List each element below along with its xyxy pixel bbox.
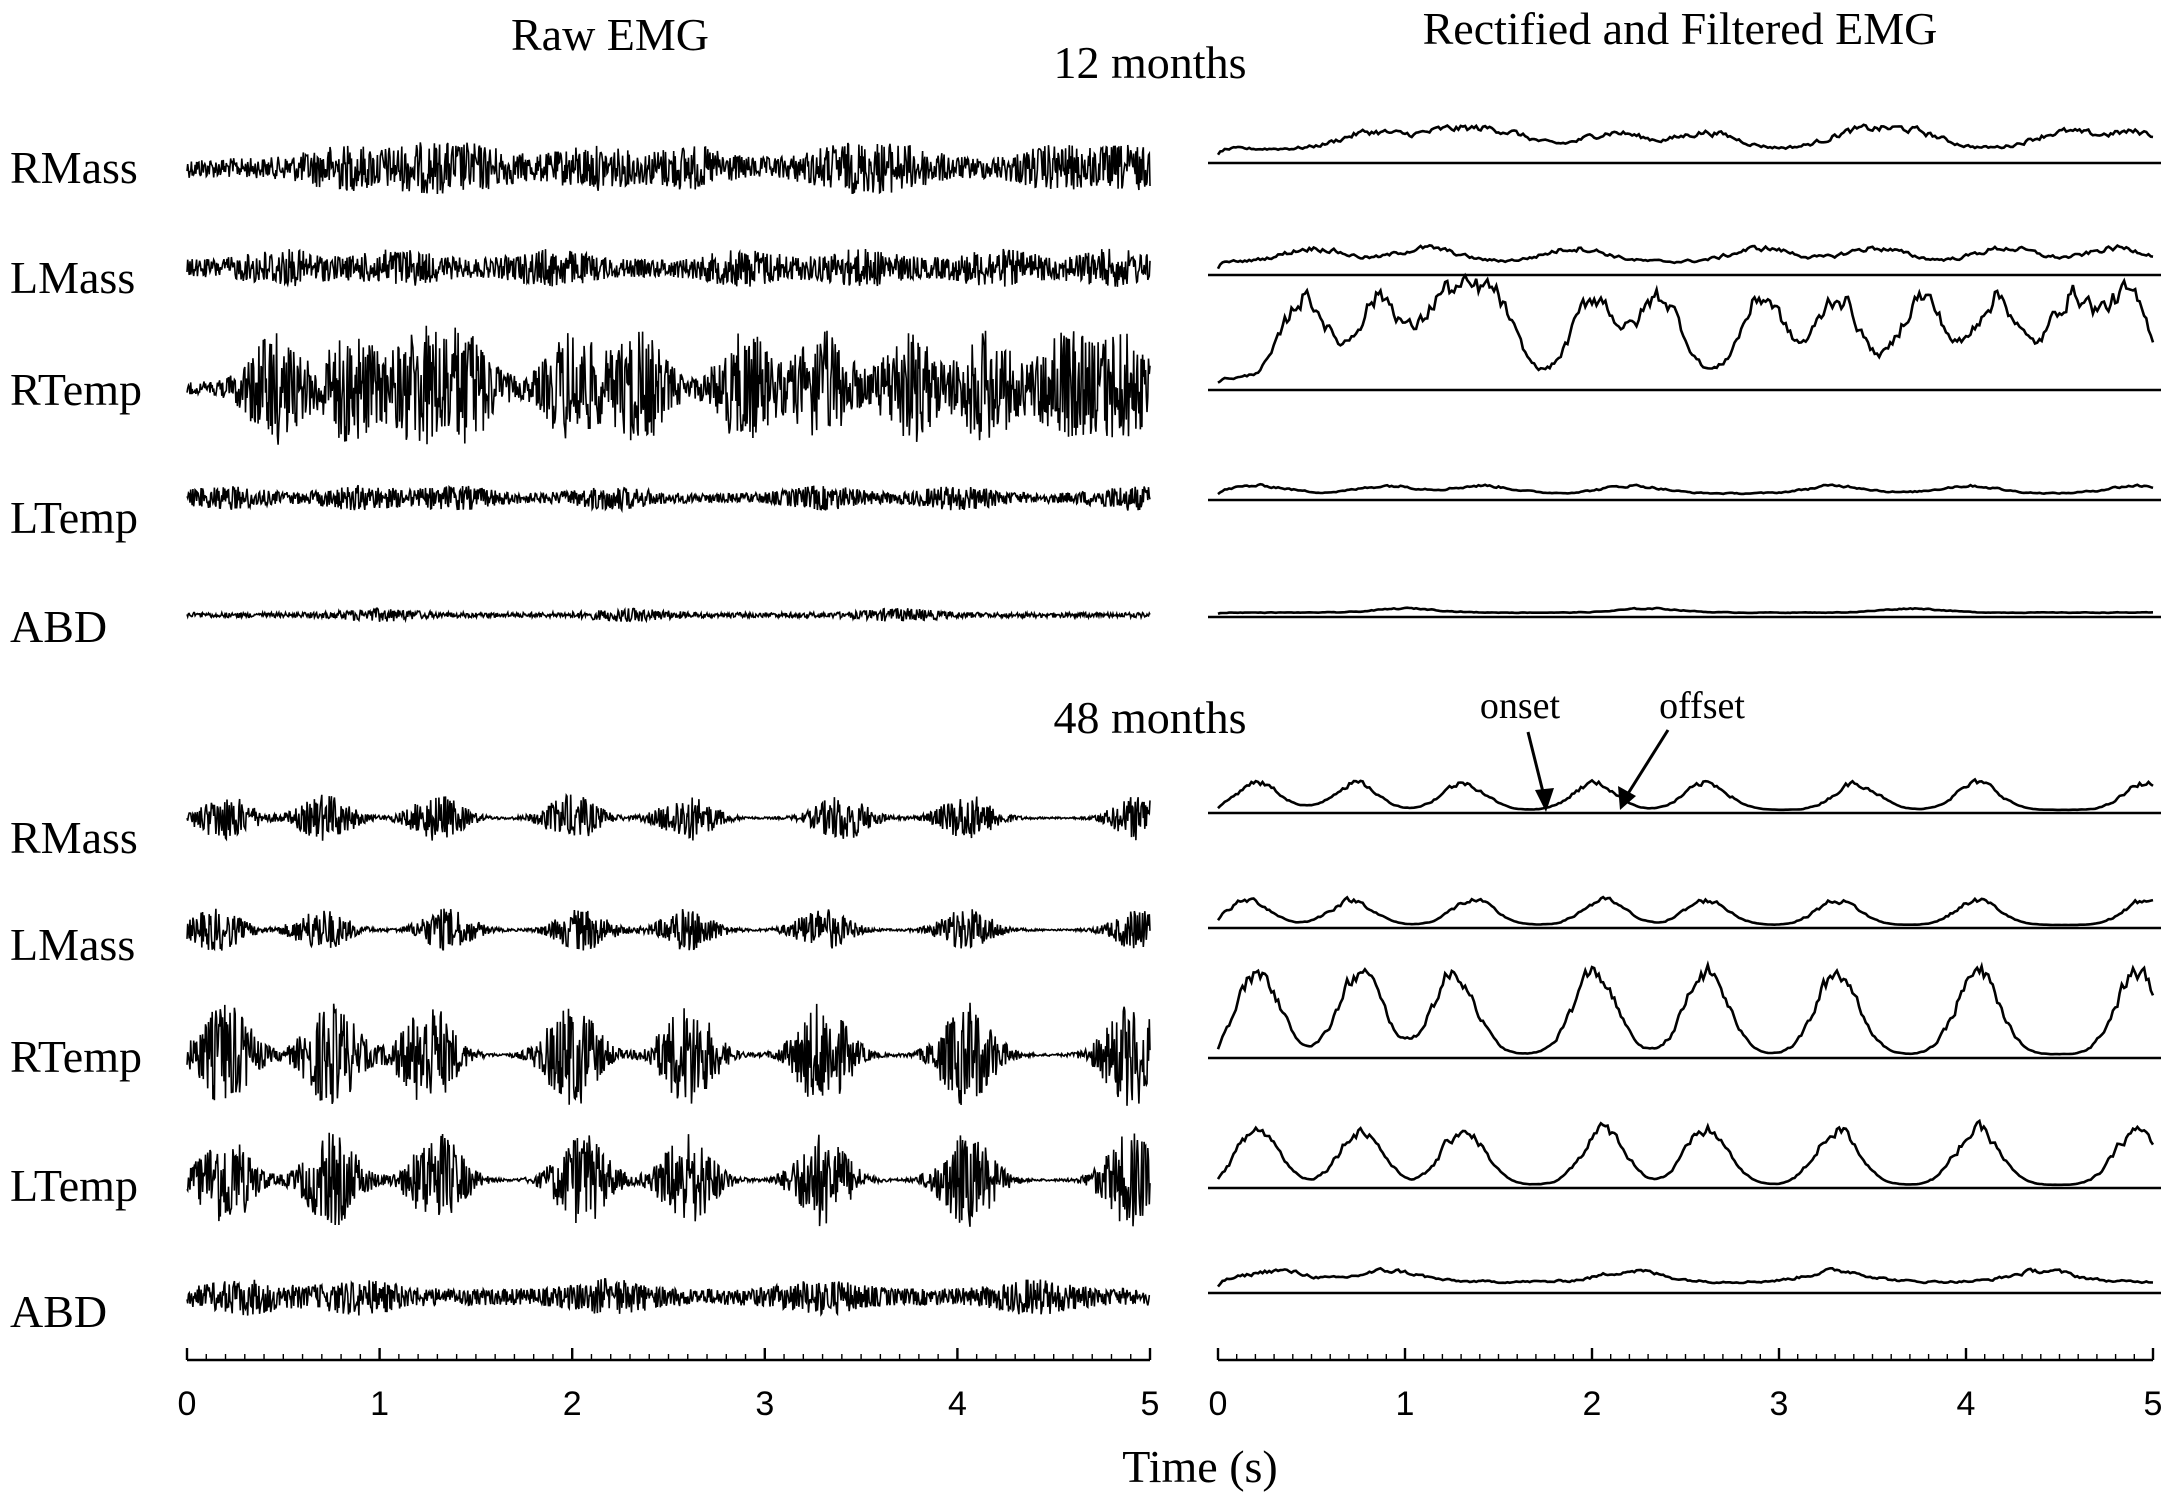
filtered-time-tick-label: 4 [1957,1385,1976,1423]
filtered-time-tick-label: 5 [2144,1385,2163,1423]
raw-time-tick-label: 5 [1141,1385,1160,1423]
filtered-emg-trace-48-months-abd [1216,1266,2154,1288]
channel-label-48m-lmass: LMass [10,919,135,970]
filtered-time-tick-label: 1 [1396,1385,1415,1423]
raw-emg-title: Raw EMG [511,9,709,60]
annotation-offset-label: offset [1659,685,1745,727]
channel-label-12m-ltemp: LTemp [10,492,138,543]
offset-arrowhead [1618,786,1636,810]
group-title-12-months: 12 months [1054,37,1247,88]
time-axes: 0 1 2 3 4 5 0 1 2 3 4 5 [178,1348,2163,1423]
filtered-emg-trace-48-months-rtemp [1216,960,2155,1056]
annotation-onset-label: onset [1480,685,1561,727]
filtered-emg-title: Rectified and Filtered EMG [1423,3,1938,54]
x-axis-title: Time (s) [1122,1441,1278,1492]
raw-time-tick-label: 0 [178,1385,197,1423]
channel-label-48m-rtemp: RTemp [10,1031,142,1082]
raw-time-tick-label: 3 [755,1385,774,1423]
channel-label-12m-rmass: RMass [10,142,138,193]
channel-label-12m-abd: ABD [10,601,107,652]
emg-traces [186,123,2161,1317]
raw-emg-trace-48-months-rtemp [186,1002,1151,1106]
raw-emg-trace-48-months-rmass [186,792,1151,842]
raw-emg-trace-12-months-ltemp [186,484,1151,514]
raw-time-tick-label: 1 [370,1385,389,1423]
offset-arrow [1622,729,1670,801]
raw-time-tick-label: 2 [563,1385,582,1423]
channel-label-48m-abd: ABD [10,1286,107,1337]
raw-emg-trace-48-months-lmass [186,908,1151,952]
raw-emg-trace-12-months-rmass [186,142,1151,195]
raw-emg-trace-12-months-rtemp [186,325,1151,445]
filtered-emg-trace-12-months-ltemp [1217,482,2154,496]
channel-label-12m-rtemp: RTemp [10,364,142,415]
filtered-time-tick-label: 0 [1209,1385,1228,1423]
raw-emg-trace-12-months-lmass [186,248,1151,288]
filtered-emg-trace-48-months-rmass [1217,777,2154,812]
raw-emg-trace-48-months-ltemp [186,1132,1151,1227]
raw-time-tick-label: 4 [948,1385,967,1423]
channel-label-48m-rmass: RMass [10,812,138,863]
filtered-emg-trace-12-months-lmass [1216,243,2154,270]
group-title-48-months: 48 months [1054,692,1247,743]
filtered-emg-trace-12-months-rtemp [1217,272,2155,384]
onset-arrowhead [1535,788,1554,812]
filtered-emg-trace-12-months-abd [1217,606,2154,616]
channel-label-48m-ltemp: LTemp [10,1160,138,1211]
raw-emg-trace-48-months-abd [186,1278,1151,1317]
raw-emg-trace-12-months-abd [186,607,1151,624]
filtered-emg-trace-48-months-lmass [1216,895,2154,927]
filtered-time-tick-label: 2 [1583,1385,1602,1423]
filtered-emg-trace-48-months-ltemp [1216,1118,2155,1187]
filtered-time-tick-label: 3 [1770,1385,1789,1423]
filtered-emg-trace-12-months-rmass [1216,123,2154,156]
channel-label-12m-lmass: LMass [10,252,135,303]
